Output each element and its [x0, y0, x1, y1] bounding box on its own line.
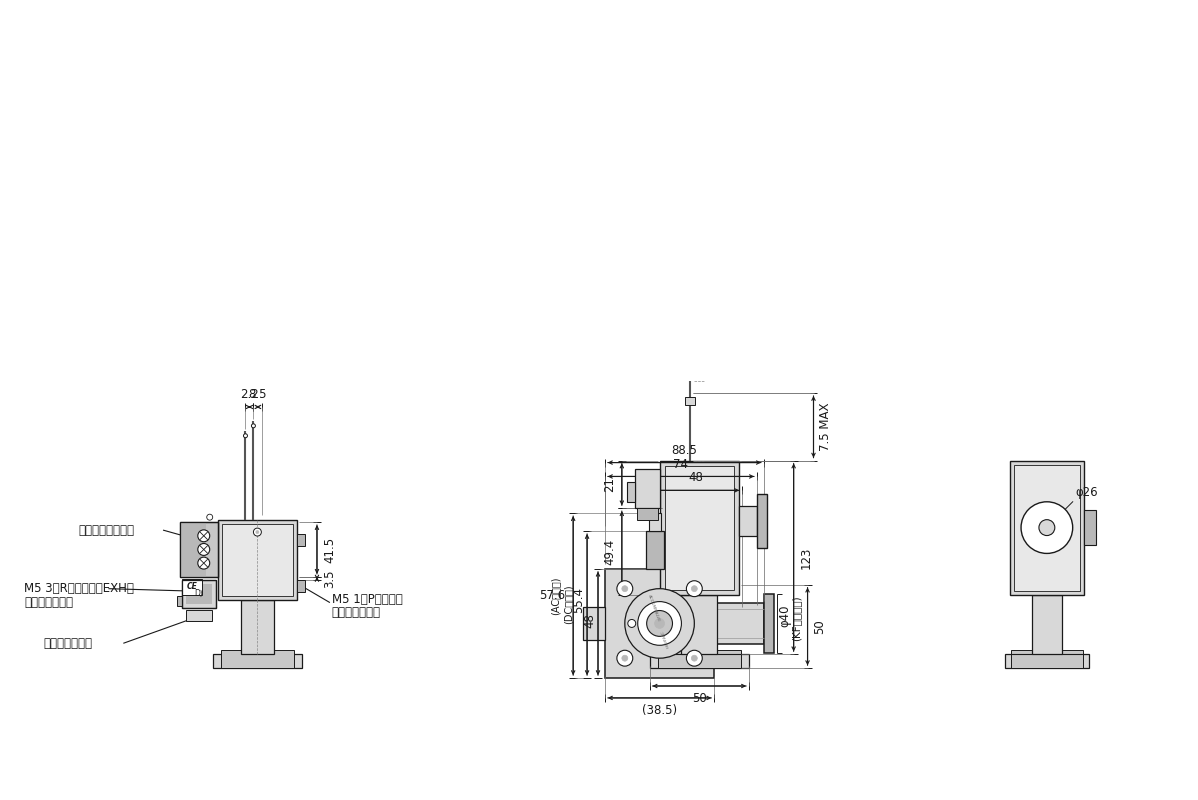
Text: 50: 50: [813, 619, 827, 634]
Circle shape: [622, 586, 628, 592]
Text: 88.5: 88.5: [671, 444, 697, 457]
Bar: [682, 594, 718, 654]
Bar: [241, 600, 274, 654]
Bar: [1005, 654, 1089, 668]
Circle shape: [622, 655, 628, 661]
Bar: [627, 482, 635, 502]
Circle shape: [243, 434, 248, 438]
Text: 21: 21: [603, 477, 616, 492]
Text: φ26: φ26: [1075, 486, 1097, 499]
Bar: [636, 508, 658, 520]
Circle shape: [628, 619, 636, 627]
Text: (38.5): (38.5): [642, 704, 677, 717]
Text: 3.5: 3.5: [323, 569, 335, 587]
Bar: [186, 584, 212, 603]
Bar: [182, 580, 216, 607]
Bar: [605, 569, 714, 678]
Bar: [1084, 510, 1095, 545]
Circle shape: [637, 602, 682, 646]
Bar: [583, 606, 605, 640]
Bar: [180, 522, 218, 577]
Bar: [635, 469, 660, 508]
Text: 48: 48: [689, 471, 703, 485]
Text: 48: 48: [583, 613, 597, 628]
Bar: [220, 650, 295, 668]
Text: 50: 50: [692, 692, 707, 705]
Text: CE: CE: [187, 582, 198, 591]
Text: M5 3（R）ポート（EXH）: M5 3（R）ポート（EXH）: [24, 582, 134, 595]
Circle shape: [647, 610, 672, 636]
Circle shape: [686, 581, 702, 597]
Bar: [180, 522, 206, 577]
Bar: [660, 461, 739, 594]
Circle shape: [691, 586, 697, 592]
Bar: [182, 578, 201, 594]
Text: M5 1（P）ポート: M5 1（P）ポート: [332, 593, 403, 606]
Bar: [685, 397, 695, 405]
Bar: [1011, 650, 1083, 668]
Bar: [186, 610, 212, 622]
Bar: [297, 580, 305, 592]
Text: (KFフランジ): (KFフランジ): [792, 596, 801, 642]
Bar: [180, 522, 218, 577]
Circle shape: [198, 543, 210, 555]
Bar: [297, 534, 305, 546]
Bar: [757, 494, 767, 548]
Text: （加圧ポート）: （加圧ポート）: [332, 606, 381, 619]
Circle shape: [198, 530, 210, 542]
Bar: [1031, 594, 1061, 654]
Text: 8.5: 8.5: [249, 388, 267, 401]
Text: D⟩: D⟩: [194, 589, 204, 598]
Circle shape: [252, 424, 255, 428]
Circle shape: [625, 589, 695, 658]
Circle shape: [654, 618, 665, 629]
Bar: [658, 650, 742, 668]
Bar: [649, 654, 749, 668]
Text: ACCUMIVALVE: ACCUMIVALVE: [647, 594, 661, 622]
Circle shape: [198, 557, 210, 569]
Circle shape: [256, 530, 259, 534]
Text: HIGHVAC: HIGHVAC: [660, 629, 670, 648]
Bar: [665, 466, 734, 590]
Circle shape: [207, 514, 213, 520]
Text: 2.2: 2.2: [240, 388, 259, 401]
Bar: [218, 520, 297, 600]
Bar: [646, 531, 664, 569]
Bar: [213, 654, 302, 668]
Circle shape: [254, 528, 261, 536]
Text: 41.5: 41.5: [323, 536, 335, 562]
Circle shape: [617, 581, 633, 597]
Text: 49.4: 49.4: [603, 538, 616, 565]
Text: 123: 123: [799, 546, 812, 569]
Bar: [1010, 461, 1084, 594]
Bar: [739, 506, 757, 536]
Bar: [177, 596, 182, 606]
Bar: [714, 602, 764, 644]
Text: 57.6: 57.6: [539, 589, 565, 602]
Bar: [764, 594, 774, 654]
Text: φ40: φ40: [779, 604, 792, 626]
Circle shape: [691, 655, 697, 661]
Text: (ACの場合): (ACの場合): [550, 576, 561, 615]
Text: 初期排気用電磁弁: 初期排気用電磁弁: [79, 523, 134, 537]
Text: 主排気用電磁弁: 主排気用電磁弁: [44, 637, 93, 650]
Bar: [1014, 465, 1079, 590]
Circle shape: [1039, 520, 1054, 535]
Text: 7.5 MAX: 7.5 MAX: [819, 402, 833, 451]
Text: （排気ポート）: （排気ポート）: [24, 596, 73, 609]
Circle shape: [617, 650, 633, 666]
Bar: [648, 514, 660, 531]
Text: 55.4: 55.4: [573, 586, 585, 613]
Bar: [182, 580, 216, 607]
Circle shape: [1021, 502, 1072, 554]
Text: 74: 74: [673, 458, 689, 470]
Text: (DCの場合): (DCの場合): [563, 585, 573, 624]
Circle shape: [686, 650, 702, 666]
Bar: [222, 524, 294, 596]
